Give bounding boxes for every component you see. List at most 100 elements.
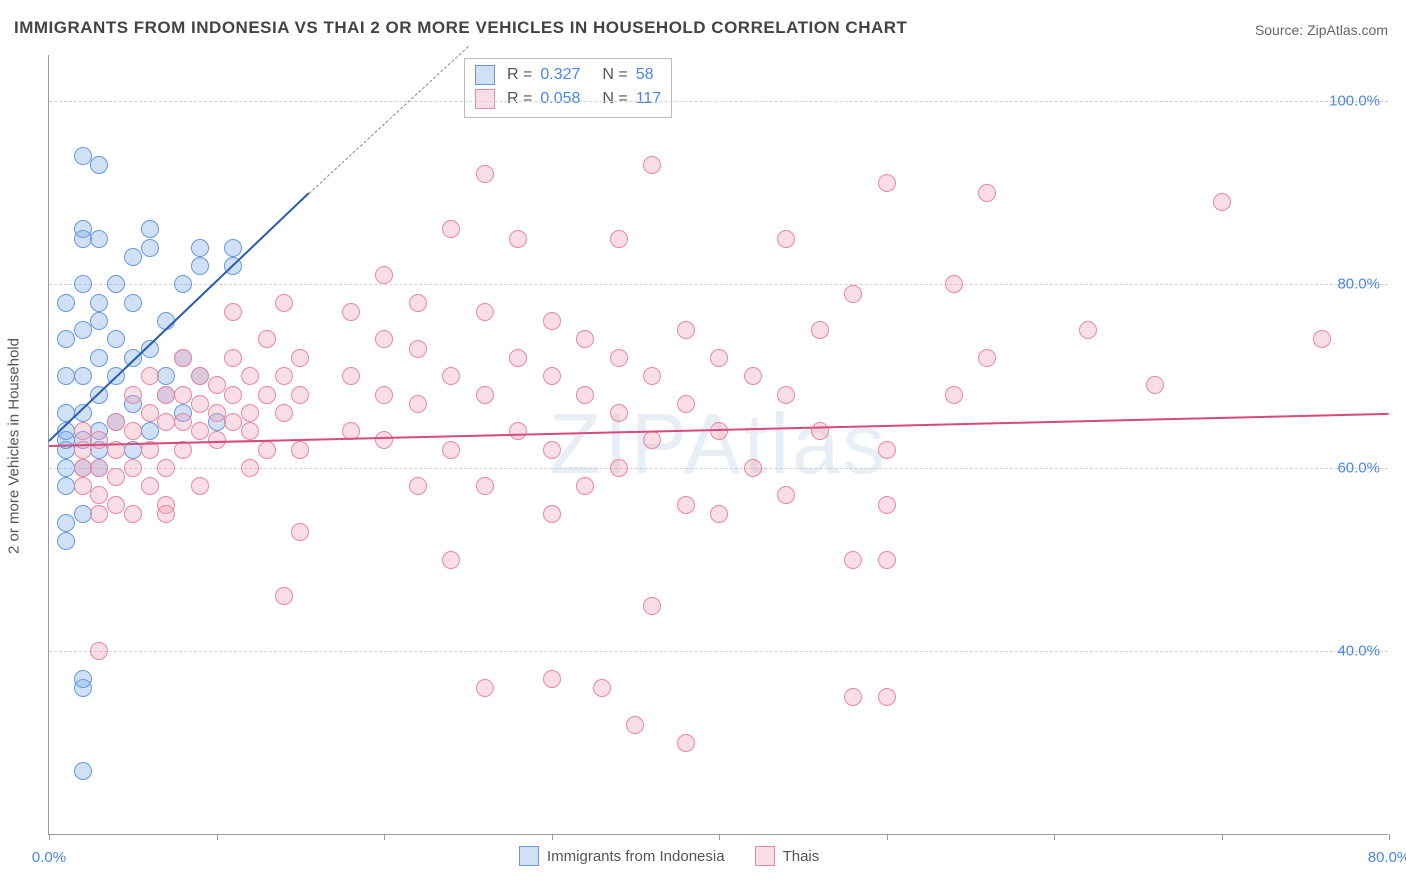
scatter-point xyxy=(275,404,293,422)
scatter-point xyxy=(844,551,862,569)
scatter-point xyxy=(442,220,460,238)
scatter-point xyxy=(124,505,142,523)
scatter-point xyxy=(57,294,75,312)
scatter-point xyxy=(409,294,427,312)
scatter-point xyxy=(409,340,427,358)
scatter-point xyxy=(275,587,293,605)
scatter-point xyxy=(174,275,192,293)
scatter-point xyxy=(342,367,360,385)
scatter-point xyxy=(90,459,108,477)
n-label: N = xyxy=(602,87,627,111)
scatter-point xyxy=(258,386,276,404)
scatter-point xyxy=(224,303,242,321)
scatter-point xyxy=(610,230,628,248)
scatter-point xyxy=(1213,193,1231,211)
scatter-point xyxy=(677,395,695,413)
scatter-point xyxy=(191,257,209,275)
scatter-point xyxy=(593,679,611,697)
scatter-point xyxy=(141,404,159,422)
scatter-point xyxy=(191,367,209,385)
source-attribution: Source: ZipAtlas.com xyxy=(1255,22,1388,38)
scatter-point xyxy=(509,230,527,248)
scatter-point xyxy=(643,597,661,615)
scatter-point xyxy=(610,349,628,367)
scatter-point xyxy=(174,386,192,404)
scatter-point xyxy=(509,349,527,367)
scatter-point xyxy=(878,441,896,459)
scatter-point xyxy=(124,248,142,266)
scatter-point xyxy=(844,285,862,303)
scatter-point xyxy=(375,266,393,284)
x-tick-mark xyxy=(887,834,888,840)
scatter-point xyxy=(744,367,762,385)
scatter-point xyxy=(141,422,159,440)
scatter-point xyxy=(157,505,175,523)
scatter-point xyxy=(610,404,628,422)
scatter-point xyxy=(576,386,594,404)
scatter-point xyxy=(90,294,108,312)
scatter-point xyxy=(57,477,75,495)
scatter-point xyxy=(57,330,75,348)
scatter-point xyxy=(777,230,795,248)
gridline xyxy=(49,101,1388,102)
scatter-point xyxy=(643,367,661,385)
scatter-point xyxy=(174,413,192,431)
scatter-point xyxy=(57,459,75,477)
scatter-point xyxy=(241,422,259,440)
y-tick-label: 80.0% xyxy=(1337,276,1380,293)
scatter-point xyxy=(107,413,125,431)
scatter-point xyxy=(90,230,108,248)
scatter-point xyxy=(643,156,661,174)
scatter-point xyxy=(543,505,561,523)
scatter-point xyxy=(342,303,360,321)
y-tick-label: 60.0% xyxy=(1337,459,1380,476)
scatter-point xyxy=(576,477,594,495)
scatter-point xyxy=(275,367,293,385)
stats-row: R = 0.327 N = 58 xyxy=(475,63,661,87)
r-value: 0.058 xyxy=(540,87,594,111)
series-swatch xyxy=(475,65,495,85)
r-value: 0.327 xyxy=(540,63,594,87)
scatter-point xyxy=(74,321,92,339)
scatter-point xyxy=(710,349,728,367)
x-tick-mark xyxy=(1222,834,1223,840)
legend-label: Immigrants from Indonesia xyxy=(547,848,725,865)
series-swatch xyxy=(755,846,775,866)
scatter-point xyxy=(90,642,108,660)
scatter-point xyxy=(90,431,108,449)
scatter-point xyxy=(1313,330,1331,348)
scatter-point xyxy=(476,386,494,404)
scatter-point xyxy=(258,441,276,459)
gridline xyxy=(49,651,1388,652)
scatter-point xyxy=(710,505,728,523)
scatter-point xyxy=(677,496,695,514)
series-swatch xyxy=(519,846,539,866)
x-tick-mark xyxy=(384,834,385,840)
scatter-point xyxy=(509,422,527,440)
y-tick-label: 100.0% xyxy=(1329,92,1380,109)
scatter-point xyxy=(978,349,996,367)
x-tick-mark xyxy=(1389,834,1390,840)
bottom-legend: Immigrants from Indonesia Thais xyxy=(519,846,819,866)
r-label: R = xyxy=(507,87,532,111)
scatter-point xyxy=(157,459,175,477)
scatter-point xyxy=(744,459,762,477)
x-tick-mark xyxy=(217,834,218,840)
scatter-point xyxy=(945,275,963,293)
gridline xyxy=(49,284,1388,285)
stats-row: R = 0.058 N = 117 xyxy=(475,87,661,111)
scatter-point xyxy=(124,294,142,312)
series-swatch xyxy=(475,89,495,109)
scatter-point xyxy=(191,239,209,257)
scatter-point xyxy=(157,367,175,385)
x-tick-label: 0.0% xyxy=(32,849,66,866)
scatter-point xyxy=(224,349,242,367)
scatter-point xyxy=(811,321,829,339)
scatter-point xyxy=(543,367,561,385)
scatter-point xyxy=(208,376,226,394)
correlation-stats-box: R = 0.327 N = 58 R = 0.058 N = 117 xyxy=(464,58,672,118)
scatter-point xyxy=(141,477,159,495)
scatter-point xyxy=(57,514,75,532)
scatter-point xyxy=(74,670,92,688)
n-value: 117 xyxy=(636,87,662,111)
